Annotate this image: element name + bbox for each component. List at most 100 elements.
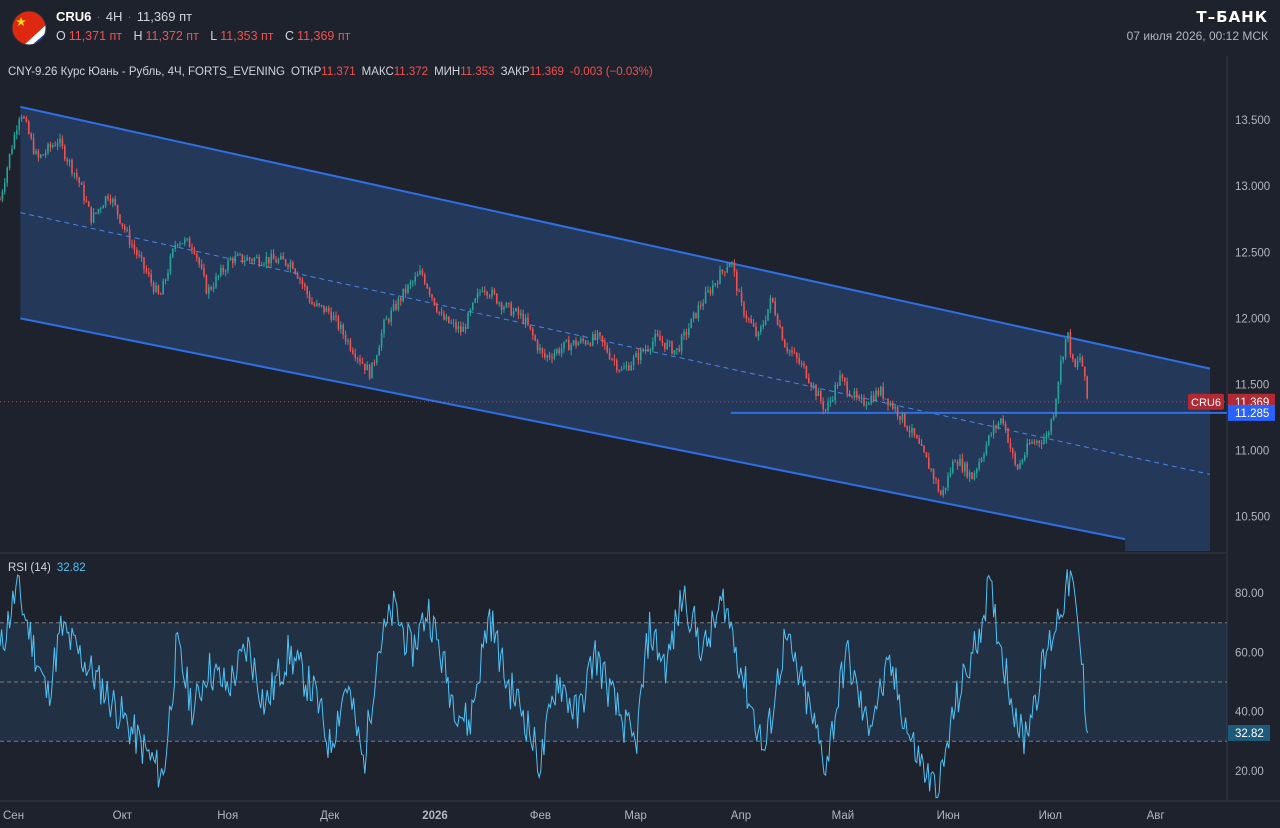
candle-body [83, 184, 85, 201]
candle-body [407, 284, 409, 293]
candle-body [824, 409, 827, 411]
candle-body [947, 475, 949, 488]
legend-close-label: ЗАКР [501, 66, 530, 78]
time-tick-label: Апр [731, 810, 751, 822]
candle-body [956, 461, 959, 466]
candle-body [623, 367, 625, 369]
candle-body [76, 172, 78, 178]
candle-body [942, 489, 944, 496]
candle-body [988, 435, 990, 445]
candle-body [635, 353, 637, 358]
price-tick-label: 12.000 [1235, 313, 1270, 325]
brand-logo: Т–БАНК [1196, 8, 1268, 26]
candle-body [104, 196, 107, 206]
candle-body [880, 386, 882, 396]
candle-body [980, 458, 983, 462]
candle-body [23, 116, 25, 119]
candle-body [587, 343, 589, 345]
ohlc-line: O 11,371 пт H 11,372 пт L 11,353 пт C 11,369… [56, 29, 358, 43]
candle-body [318, 303, 320, 305]
candle-body [37, 151, 40, 158]
candle-body [940, 491, 942, 496]
candle-body [107, 196, 109, 199]
candle-body [539, 348, 541, 351]
candle-body [985, 444, 988, 455]
candle-body [1072, 354, 1074, 359]
candle-body [426, 283, 428, 289]
candle-body [1012, 448, 1014, 454]
ticker-symbol[interactable]: CRU6 [56, 9, 92, 24]
time-tick-label: Дек [320, 810, 340, 822]
candle-body [616, 360, 618, 370]
candle-body [251, 259, 253, 262]
legend-series-name: CNY-9.26 Курс Юань - Рубль, 4Ч, FORTS_EV… [8, 66, 285, 78]
candle-body [493, 289, 496, 294]
candle-body [332, 315, 335, 320]
candle-body [889, 402, 892, 406]
candle-body [464, 326, 467, 329]
price-tick-label: 11.500 [1235, 379, 1269, 391]
candle-body [174, 245, 176, 249]
candle-body [671, 341, 673, 354]
candle-body [306, 286, 308, 295]
candle-body [959, 458, 961, 466]
candle-body [222, 267, 224, 272]
candle-body [704, 291, 707, 304]
candle-body [709, 290, 712, 294]
price-tick-label: 10.500 [1235, 512, 1270, 524]
grid [0, 56, 1280, 802]
candle-body [844, 377, 846, 382]
candle-body [570, 344, 572, 351]
candle-body [472, 302, 474, 310]
candle-body [1057, 381, 1060, 399]
candle-body [224, 271, 227, 273]
candle-body [397, 298, 400, 310]
candle-body [32, 138, 35, 154]
candle-body [544, 352, 546, 358]
candle-body [335, 315, 337, 317]
candle-body [791, 350, 793, 353]
candle-body [810, 382, 812, 387]
candle-body [721, 269, 724, 272]
legend-close-value: 11.369 [530, 66, 564, 78]
candle-body [438, 311, 440, 313]
candle-body [875, 390, 877, 402]
candle-body [193, 249, 196, 254]
candle-body [457, 326, 460, 330]
candle-body [35, 151, 37, 154]
candle-body [577, 342, 580, 346]
candle-body [433, 297, 436, 306]
candle-body [906, 426, 908, 431]
candle-body [1060, 360, 1062, 382]
candle-body [296, 273, 299, 279]
candle-body [995, 425, 997, 428]
candle-body [620, 368, 623, 371]
candle-body [378, 347, 380, 356]
candle-body [486, 291, 488, 296]
ohlc-close-value: 11,369 пт [297, 29, 351, 43]
candle-body [870, 395, 872, 404]
candle-body [102, 205, 104, 209]
candle-body [128, 229, 131, 245]
candle-body [649, 349, 652, 351]
regression-channel[interactable] [0, 105, 1227, 551]
ohlc-open-key: O [56, 29, 66, 43]
candle-body [918, 438, 920, 444]
candle-body [992, 425, 995, 435]
candle-body [856, 391, 858, 398]
candle-body [800, 363, 803, 365]
candle-body [817, 391, 820, 396]
timeframe-label[interactable]: 4H [105, 9, 123, 24]
candle-body [503, 307, 505, 310]
candle-body [822, 401, 824, 410]
candle-body [757, 332, 760, 336]
candle-body [234, 255, 236, 264]
candle-body [145, 268, 148, 272]
candle-body [244, 260, 246, 262]
candle-body [776, 314, 779, 325]
price-series [0, 114, 1088, 498]
candle-body [450, 322, 452, 324]
candle-body [95, 212, 97, 214]
